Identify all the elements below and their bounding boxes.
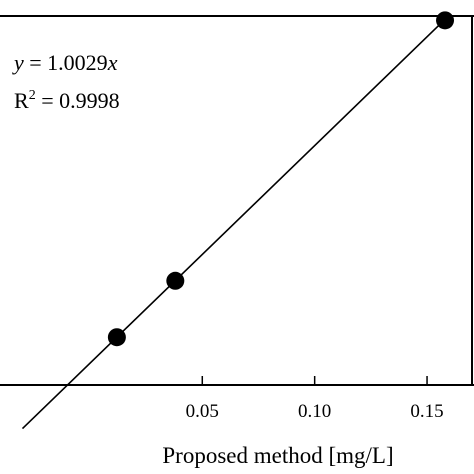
data-point-0: [107, 328, 126, 347]
data-point-1: [166, 271, 185, 290]
fit-line: [21, 16, 448, 430]
equation-x-var: x: [107, 50, 118, 75]
x-axis-label: Proposed method [mg/L]: [162, 443, 393, 468]
x-ticks: 0.05 0.10 0.15: [186, 376, 444, 422]
x-tick-label-0: 0.05: [186, 401, 219, 422]
regression-equation: y = 1.0029x: [12, 50, 118, 75]
equation-y-var: y: [12, 50, 24, 75]
x-tick-label-1: 0.10: [298, 401, 331, 422]
r-squared-exponent: 2: [29, 88, 36, 103]
equation-coefficient: = 1.0029: [24, 50, 108, 75]
r-squared-base: R: [14, 88, 29, 113]
r-squared: R2 = 0.9998: [14, 88, 120, 113]
r-squared-value: = 0.9998: [36, 88, 120, 113]
data-point-2: [436, 11, 455, 30]
x-tick-label-2: 0.15: [410, 401, 443, 422]
data-points: [107, 11, 455, 347]
fit-line-group: [21, 16, 448, 430]
